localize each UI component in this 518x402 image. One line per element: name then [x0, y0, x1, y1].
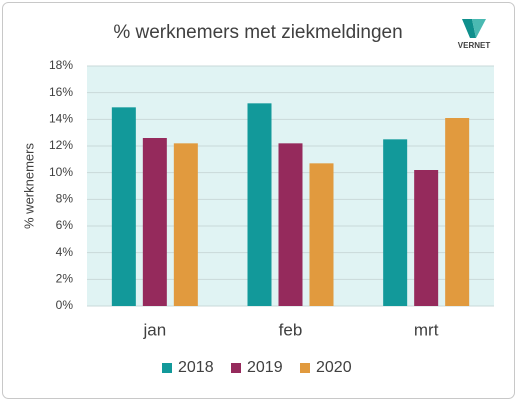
chart-title: % werknemers met ziekmeldingen — [113, 22, 402, 43]
legend-label: 2020 — [316, 359, 352, 376]
y-tick-label: 4% — [56, 245, 74, 259]
y-tick-label: 18% — [49, 58, 73, 72]
bar — [309, 163, 334, 306]
legend-swatch — [231, 363, 241, 373]
y-tick-label: 0% — [56, 298, 74, 312]
y-tick-label: 12% — [49, 138, 73, 152]
logo-text: VERNET — [458, 41, 491, 50]
y-tick-label: 6% — [56, 218, 74, 232]
bar — [414, 170, 439, 306]
y-tick-label: 16% — [49, 85, 73, 99]
bar — [445, 118, 470, 306]
y-tick-label: 2% — [56, 272, 74, 286]
logo-shape — [462, 19, 476, 38]
y-tick-label: 14% — [49, 112, 73, 126]
legend-label: 2019 — [247, 359, 283, 376]
bar — [383, 139, 408, 306]
x-tick-label: feb — [279, 320, 303, 339]
legend-label: 2018 — [178, 359, 214, 376]
y-tick-label: 10% — [49, 165, 73, 179]
x-tick-label: mrt — [414, 320, 439, 339]
bar — [278, 143, 303, 306]
y-axis-title: % werknemers — [21, 143, 36, 229]
logo: VERNET — [458, 19, 491, 50]
x-tick-label: jan — [142, 320, 166, 339]
bar — [142, 138, 167, 306]
legend-swatch — [300, 363, 310, 373]
bar — [247, 103, 272, 306]
logo-shape — [472, 19, 486, 38]
bar — [173, 143, 198, 306]
legend-swatch — [162, 363, 172, 373]
bar — [111, 107, 136, 306]
y-tick-label: 8% — [56, 192, 74, 206]
